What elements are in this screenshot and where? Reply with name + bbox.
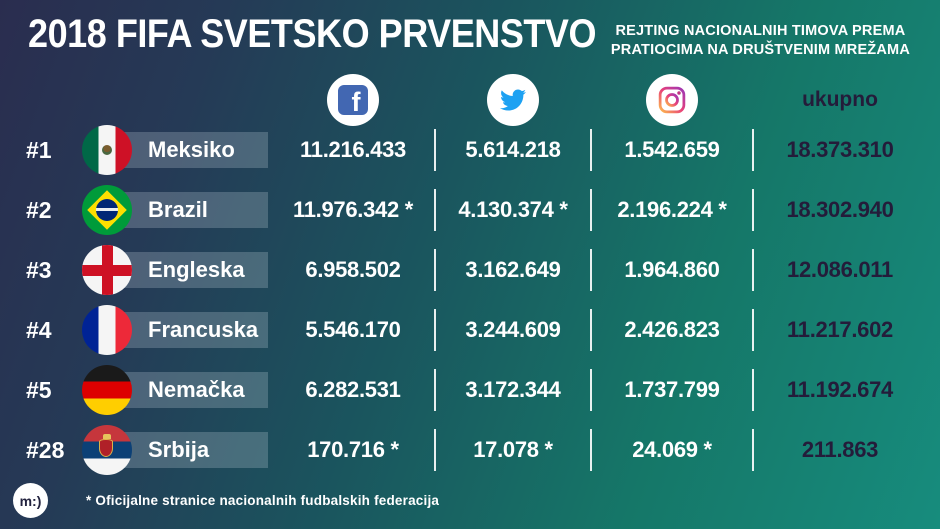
total-count: 211.863: [801, 437, 879, 462]
twitter-count: 3.172.344: [465, 377, 561, 402]
country-cell: Meksiko: [82, 120, 272, 180]
table-row: #1 Meksiko 11.216.433 5.614.218 1.542.65…: [0, 120, 940, 180]
england-flag-icon: [82, 245, 132, 295]
twitter-bird-glyph: [500, 89, 526, 111]
twitter-count: 3.244.609: [465, 317, 561, 342]
column-divider: [434, 249, 436, 291]
subtitle-line2: PRATIOCIMA NA DRUŠTVENIM MREŽAMA: [610, 42, 910, 58]
france-flag-icon: [82, 305, 132, 355]
twitter-count: 5.614.218: [465, 137, 561, 162]
twitter-count: 17.078 *: [473, 437, 553, 462]
column-divider: [752, 309, 754, 351]
instagram-count: 24.069 *: [632, 437, 712, 462]
mondo-logo: m:): [13, 483, 48, 518]
total-count: 12.086.011: [787, 257, 893, 282]
twitter-count: 4.130.374 *: [458, 197, 568, 222]
column-divider: [590, 429, 592, 471]
column-divider: [752, 369, 754, 411]
country-label: Srbija: [148, 437, 210, 462]
facebook-count: 6.282.531: [305, 377, 401, 402]
instagram-count: 1.964.860: [624, 257, 720, 282]
subtitle: REJTING NACIONALNIH TIMOVA PREMA PRATIOC…: [611, 22, 910, 60]
column-divider: [434, 429, 436, 471]
table-row: #4 Francuska 5.546.170 3.244.609 2.426.8…: [0, 300, 940, 360]
rank-label: #5: [26, 376, 52, 403]
country-cell: Nemačka: [82, 360, 272, 420]
table-row: #5 Nemačka 6.282.531 3.172.344 1.737.799…: [0, 360, 940, 420]
facebook-count: 5.546.170: [305, 317, 401, 342]
country-label: Francuska: [148, 317, 259, 342]
total-column-label: ukupno: [802, 88, 878, 111]
facebook-count: 6.958.502: [305, 257, 401, 282]
country-cell: Brazil: [82, 180, 272, 240]
mexico-flag-icon: [82, 125, 132, 175]
column-divider: [434, 369, 436, 411]
facebook-square: f: [338, 85, 368, 115]
rank-label: #28: [26, 436, 65, 463]
country-label: Meksiko: [148, 137, 235, 162]
column-divider: [590, 189, 592, 231]
rank-label: #3: [26, 256, 52, 283]
rank-label: #4: [26, 316, 52, 343]
column-divider: [752, 429, 754, 471]
column-divider: [590, 129, 592, 171]
table-row: #28 Srbija 170.716 * 17.078 * 24.069 * 2…: [0, 420, 940, 480]
country-cell: Srbija: [82, 420, 272, 480]
total-count: 11.192.674: [787, 377, 893, 402]
table-row: #3 Engleska 6.958.502 3.162.649 1.964.86…: [0, 240, 940, 300]
column-divider: [590, 309, 592, 351]
column-divider: [752, 189, 754, 231]
total-count: 18.373.310: [786, 137, 894, 162]
instagram-count: 1.542.659: [624, 137, 720, 162]
column-divider: [752, 249, 754, 291]
instagram-icon: [646, 74, 698, 126]
column-divider: [590, 249, 592, 291]
table-row: #2 Brazil 11.976.342 * 4.130.374 * 2.196…: [0, 180, 940, 240]
total-count: 18.302.940: [786, 197, 894, 222]
brazil-flag-icon: [82, 185, 132, 235]
rank-label: #2: [26, 196, 52, 223]
instagram-count: 2.426.823: [624, 317, 720, 342]
facebook-count: 11.216.433: [300, 137, 406, 162]
column-divider: [434, 129, 436, 171]
country-label: Brazil: [148, 197, 208, 222]
column-divider: [434, 189, 436, 231]
country-label: Engleska: [148, 257, 245, 282]
ranking-table: #1 Meksiko 11.216.433 5.614.218 1.542.65…: [0, 120, 940, 480]
germany-flag-icon: [82, 365, 132, 415]
table-header: f: [0, 74, 940, 126]
column-divider: [590, 369, 592, 411]
country-cell: Engleska: [82, 240, 272, 300]
twitter-icon: [487, 74, 539, 126]
facebook-icon: f: [327, 74, 379, 126]
serbia-flag-icon: [82, 425, 132, 475]
subtitle-line1: REJTING NACIONALNIH TIMOVA PREMA: [615, 23, 906, 39]
instagram-camera-glyph: [658, 86, 686, 114]
column-divider: [434, 309, 436, 351]
facebook-count: 11.976.342 *: [293, 197, 413, 222]
page-title: 2018 FIFA SVETSKO PRVENSTVO: [28, 12, 597, 56]
twitter-count: 3.162.649: [465, 257, 561, 282]
footnote: * Oficijalne stranice nacionalnih fudbal…: [86, 493, 440, 508]
instagram-count: 2.196.224 *: [617, 197, 727, 222]
instagram-count: 1.737.799: [624, 377, 720, 402]
facebook-count: 170.716 *: [307, 437, 399, 462]
rank-label: #1: [26, 136, 52, 163]
total-count: 11.217.602: [787, 317, 893, 342]
country-cell: Francuska: [82, 300, 272, 360]
column-divider: [752, 129, 754, 171]
country-label: Nemačka: [148, 377, 245, 402]
